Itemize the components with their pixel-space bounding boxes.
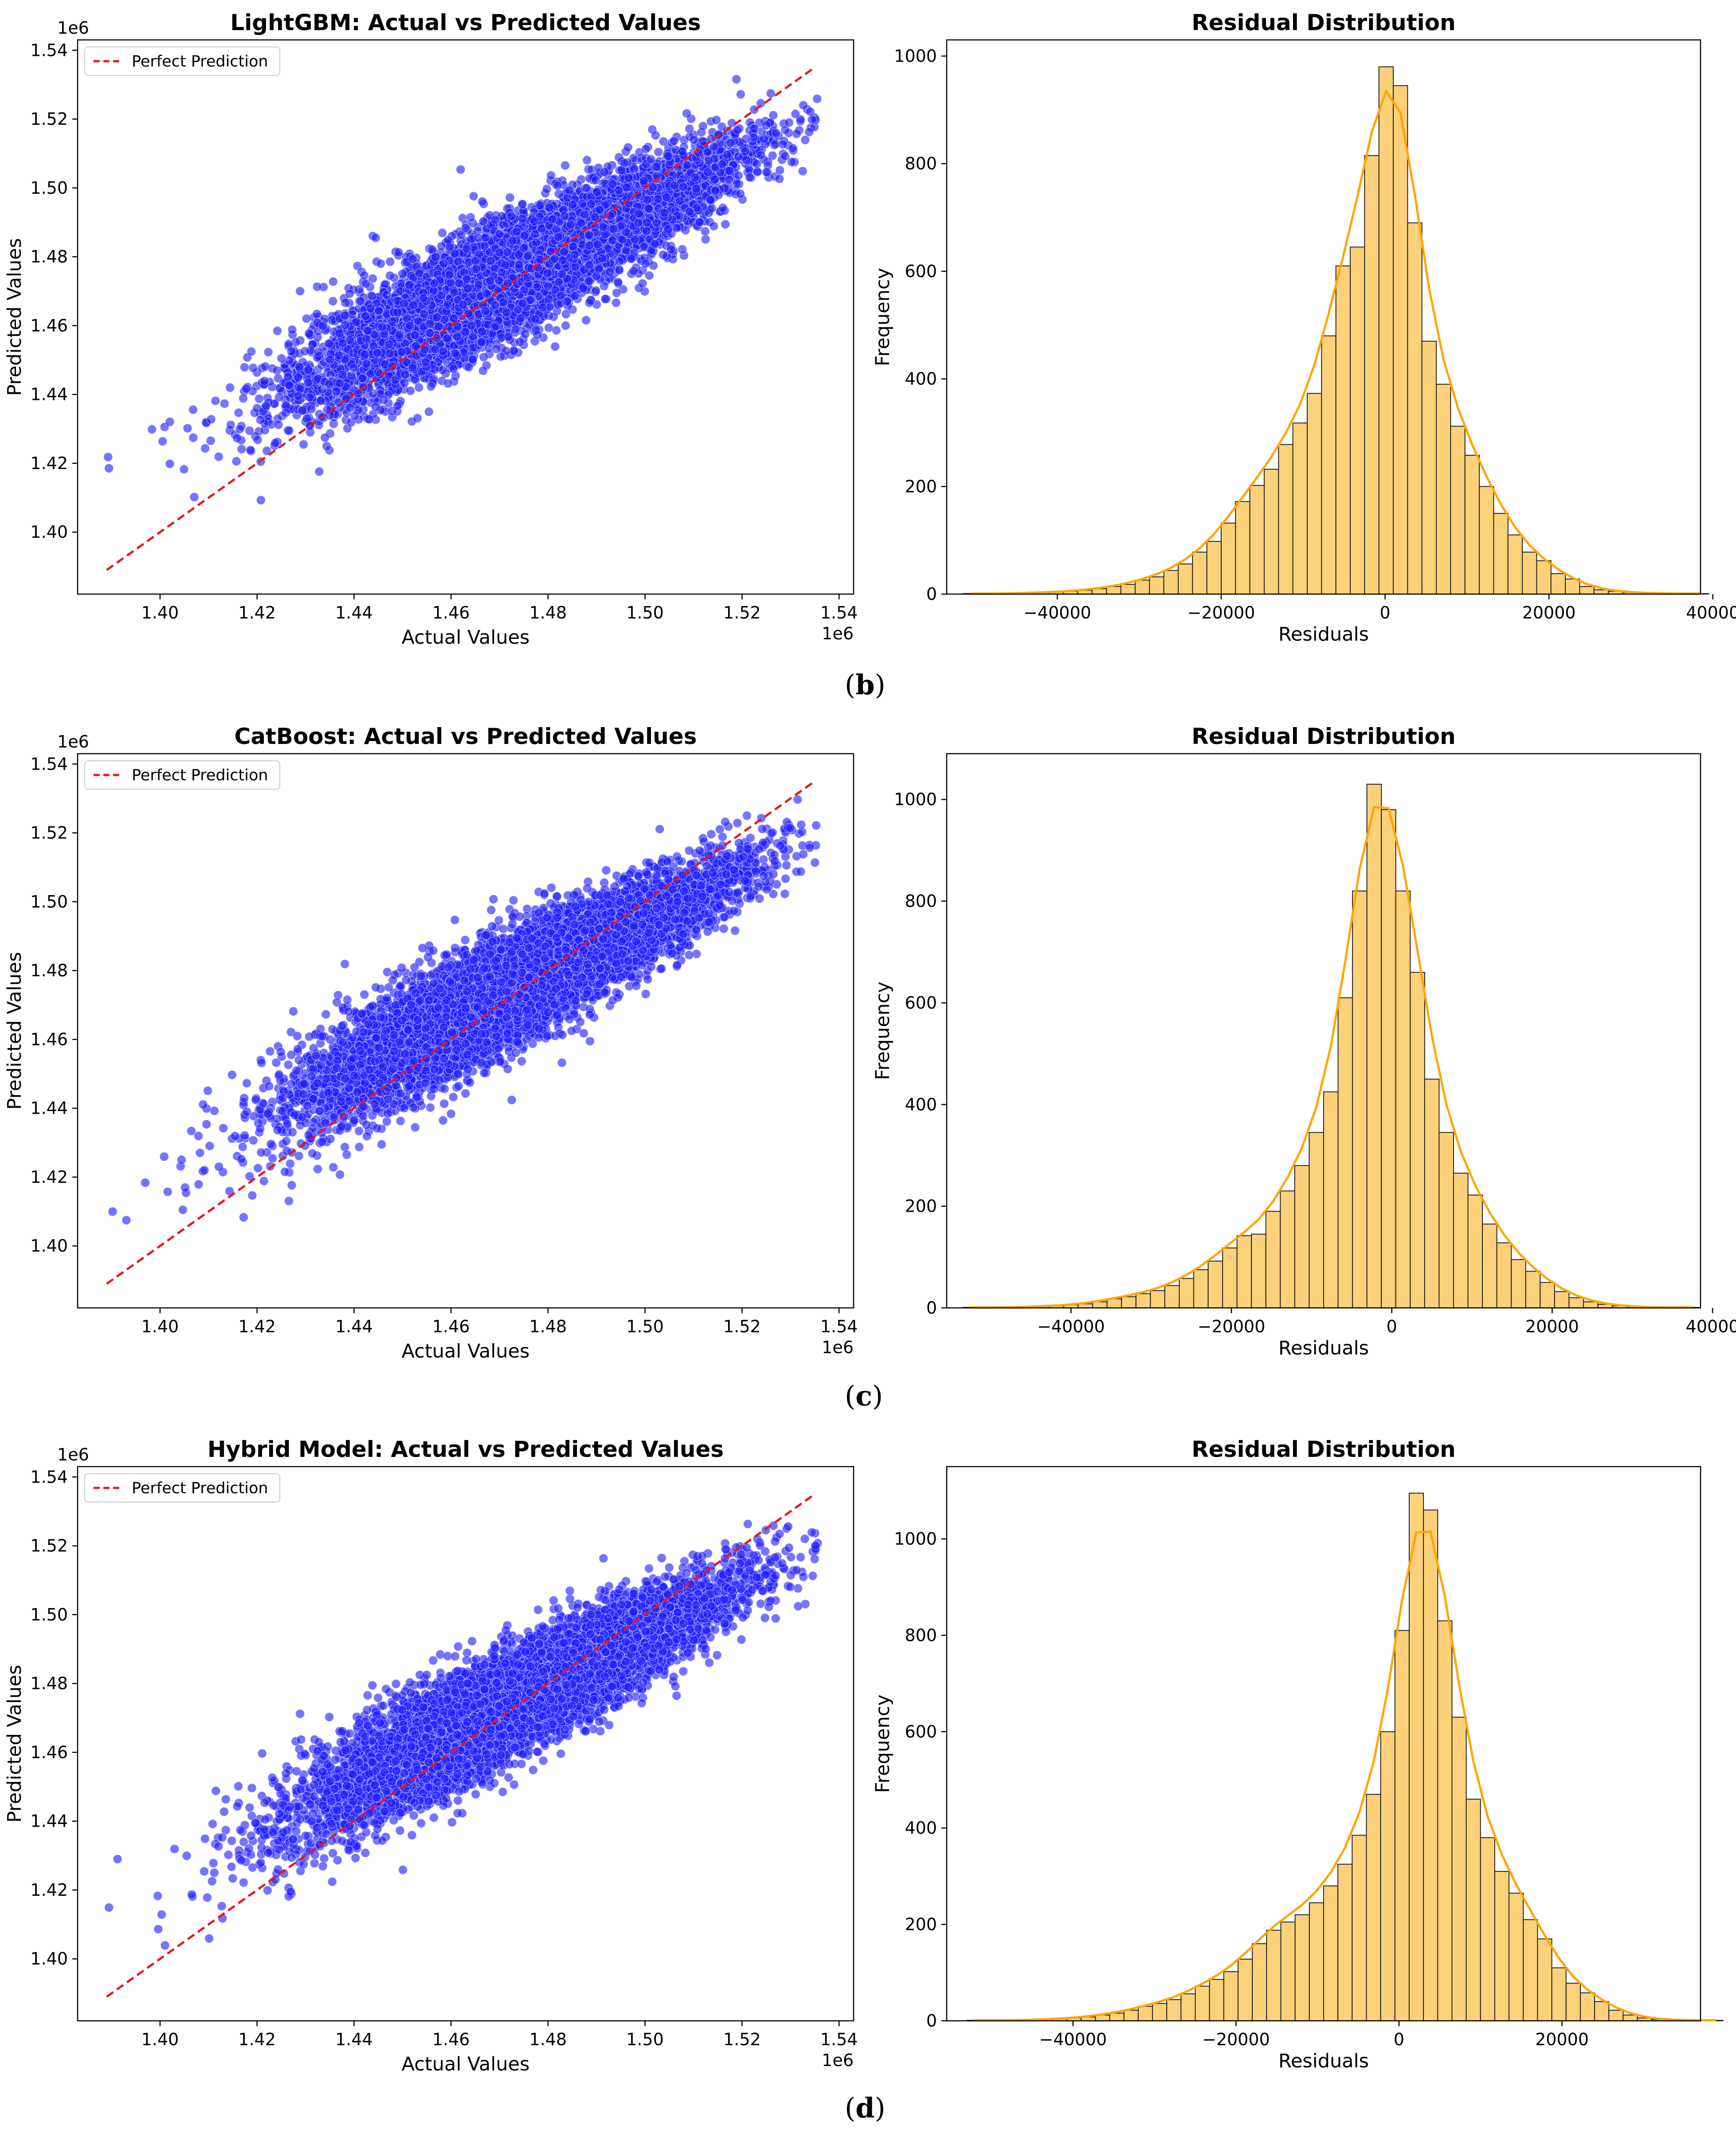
scatter-point [211,396,220,406]
scatter-point [189,492,199,502]
scatter-point [437,228,447,238]
scatter-point [787,157,797,167]
scatter-point [406,386,415,396]
scatter-point [736,90,746,99]
scatter-point [654,147,663,157]
scatter-point [206,436,216,446]
scatter-points [103,74,822,505]
scatter-point [188,405,198,415]
scatter-point [304,329,314,338]
scatter-point [456,164,466,174]
scatter-point [582,155,592,165]
scatter-point [766,89,776,98]
scatter-point [800,135,810,145]
scatter-point [521,329,530,339]
scatter-point [104,463,114,473]
scatter-point [298,439,309,450]
scatter-point [238,393,248,403]
scatter-point [158,436,168,446]
scatter-point [505,193,515,203]
scatter-point [718,203,728,213]
scatter-point [613,277,623,287]
scatter-point [560,321,571,331]
scatter-point [544,323,554,333]
scatter-point [478,366,488,376]
scatter-point [179,464,189,474]
scatter-point [581,315,591,325]
scatter-point [550,341,560,352]
scatter-point [424,407,434,417]
scatter-point [147,424,157,434]
scatter-point [235,424,245,434]
scatter-point [469,191,478,201]
scatter-point [376,259,386,269]
scatter-point [263,347,273,357]
scatter-chart-b: LightGBM: Actual vs Predicted Values1.40… [4,10,858,649]
scatter-point [214,452,223,462]
scatter-point [798,166,807,176]
scatter-point [658,137,668,146]
scatter-point [638,278,647,288]
scatter-point [314,466,324,477]
scatter-point [165,459,175,469]
chart-title: LightGBM: Actual vs Predicted Values [230,10,701,35]
scatter-point [320,433,330,442]
scatter-point [200,443,210,453]
scatter-point [219,399,229,408]
